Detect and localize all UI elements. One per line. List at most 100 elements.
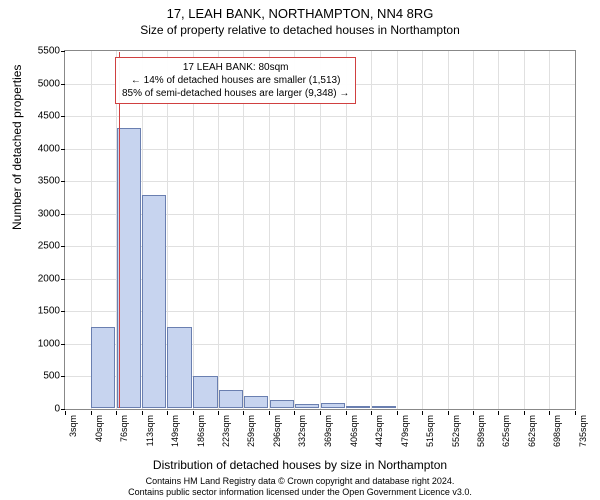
- xtick-label: 442sqm: [374, 415, 384, 447]
- xtick-label: 735sqm: [578, 415, 588, 447]
- xtick-mark: [294, 411, 295, 415]
- ytick-label: 2500: [20, 241, 60, 252]
- xtick-label: 662sqm: [527, 415, 537, 447]
- xtick-label: 479sqm: [400, 415, 410, 447]
- xtick-mark: [575, 411, 576, 415]
- ytick-label: 1500: [20, 306, 60, 317]
- info-line3: 85% of semi-detached houses are larger (…: [122, 87, 349, 100]
- page-title: 17, LEAH BANK, NORTHAMPTON, NN4 8RG: [0, 0, 600, 21]
- gridline-v: [473, 51, 474, 409]
- histogram-bar: [244, 396, 268, 408]
- xtick-mark: [524, 411, 525, 415]
- ytick-mark: [61, 149, 65, 150]
- ytick-mark: [61, 246, 65, 247]
- xtick-label: 625sqm: [501, 415, 511, 447]
- ytick-mark: [61, 409, 65, 410]
- xtick-mark: [218, 411, 219, 415]
- xtick-mark: [371, 411, 372, 415]
- xtick-mark: [193, 411, 194, 415]
- chart-container: 17, LEAH BANK, NORTHAMPTON, NN4 8RG Size…: [0, 0, 600, 500]
- histogram-bar: [372, 406, 396, 408]
- chart-subtitle: Size of property relative to detached ho…: [0, 21, 600, 37]
- xtick-mark: [243, 411, 244, 415]
- xtick-mark: [473, 411, 474, 415]
- xtick-label: 698sqm: [552, 415, 562, 447]
- gridline-v: [346, 51, 347, 409]
- footer: Contains HM Land Registry data © Crown c…: [0, 476, 600, 498]
- xtick-label: 113sqm: [145, 415, 155, 446]
- xtick-label: 332sqm: [297, 415, 307, 447]
- x-axis-label: Distribution of detached houses by size …: [0, 458, 600, 472]
- gridline-v: [371, 51, 372, 409]
- xtick-label: 76sqm: [119, 415, 129, 442]
- gridline-v: [320, 51, 321, 409]
- ytick-mark: [61, 84, 65, 85]
- xtick-mark: [269, 411, 270, 415]
- ytick-mark: [61, 214, 65, 215]
- gridline-v: [243, 51, 244, 409]
- histogram-bar: [295, 404, 319, 408]
- xtick-mark: [91, 411, 92, 415]
- xtick-label: 186sqm: [196, 415, 206, 447]
- xtick-mark: [498, 411, 499, 415]
- xtick-mark: [167, 411, 168, 415]
- gridline-v: [269, 51, 270, 409]
- histogram-bar: [142, 195, 166, 408]
- ytick-label: 3000: [20, 208, 60, 219]
- xtick-label: 589sqm: [476, 415, 486, 447]
- ytick-label: 5000: [20, 78, 60, 89]
- ytick-mark: [61, 279, 65, 280]
- xtick-mark: [65, 411, 66, 415]
- ytick-mark: [61, 344, 65, 345]
- xtick-mark: [142, 411, 143, 415]
- xtick-label: 552sqm: [451, 415, 461, 447]
- xtick-label: 406sqm: [349, 415, 359, 447]
- xtick-mark: [116, 411, 117, 415]
- ytick-label: 500: [20, 371, 60, 382]
- xtick-label: 259sqm: [246, 415, 256, 447]
- info-line2: ← 14% of detached houses are smaller (1,…: [122, 74, 349, 87]
- xtick-label: 369sqm: [323, 415, 333, 447]
- footer-line2: Contains public sector information licen…: [0, 487, 600, 498]
- xtick-label: 296sqm: [272, 415, 282, 447]
- gridline-v: [422, 51, 423, 409]
- ytick-mark: [61, 311, 65, 312]
- ytick-label: 3500: [20, 176, 60, 187]
- histogram-bar: [167, 327, 191, 408]
- ytick-mark: [61, 376, 65, 377]
- xtick-label: 3sqm: [68, 415, 78, 437]
- plot-area: 3sqm40sqm76sqm113sqm149sqm186sqm223sqm25…: [64, 50, 576, 410]
- histogram-bar: [117, 128, 141, 408]
- ytick-label: 2000: [20, 273, 60, 284]
- xtick-mark: [397, 411, 398, 415]
- histogram-bar: [193, 376, 217, 408]
- histogram-bar: [219, 390, 243, 408]
- gridline-v: [549, 51, 550, 409]
- ytick-label: 5500: [20, 46, 60, 57]
- gridline-v: [448, 51, 449, 409]
- gridline-v: [294, 51, 295, 409]
- gridline-v: [193, 51, 194, 409]
- plot-region: 3sqm40sqm76sqm113sqm149sqm186sqm223sqm25…: [64, 50, 576, 410]
- reference-line: [119, 52, 120, 408]
- ytick-mark: [61, 116, 65, 117]
- xtick-mark: [448, 411, 449, 415]
- ytick-label: 0: [20, 404, 60, 415]
- xtick-label: 223sqm: [221, 415, 231, 447]
- histogram-bar: [321, 403, 345, 408]
- xtick-label: 515sqm: [425, 415, 435, 447]
- xtick-mark: [422, 411, 423, 415]
- ytick-label: 1000: [20, 338, 60, 349]
- histogram-bar: [346, 406, 370, 408]
- xtick-mark: [549, 411, 550, 415]
- gridline-v: [498, 51, 499, 409]
- gridline-v: [218, 51, 219, 409]
- gridline-v: [524, 51, 525, 409]
- info-box: 17 LEAH BANK: 80sqm← 14% of detached hou…: [115, 57, 356, 104]
- gridline-v: [397, 51, 398, 409]
- histogram-bar: [270, 400, 294, 408]
- ytick-label: 4000: [20, 143, 60, 154]
- xtick-mark: [320, 411, 321, 415]
- histogram-bar: [91, 327, 115, 408]
- ytick-mark: [61, 181, 65, 182]
